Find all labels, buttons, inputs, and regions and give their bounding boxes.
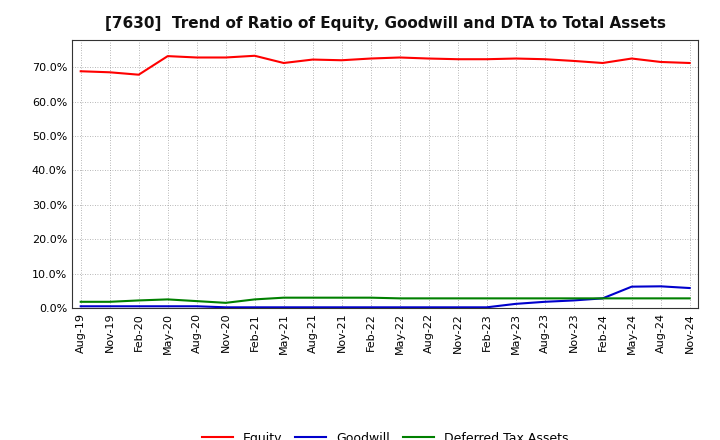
- Goodwill: [685, 286, 694, 291]
- Legend: Equity, Goodwill, Deferred Tax Assets: Equity, Goodwill, Deferred Tax Assets: [197, 427, 573, 440]
- Equity: [541, 57, 549, 62]
- Deferred Tax Assets: [657, 296, 665, 301]
- Equity: [221, 55, 230, 60]
- Deferred Tax Assets: [598, 296, 607, 301]
- Equity: [424, 56, 433, 61]
- Equity: [454, 57, 462, 62]
- Equity: [685, 60, 694, 66]
- Equity: [570, 58, 578, 63]
- Equity: [366, 56, 375, 61]
- Goodwill: [482, 304, 491, 310]
- Equity: [511, 56, 520, 61]
- Goodwill: [308, 304, 317, 310]
- Title: [7630]  Trend of Ratio of Equity, Goodwill and DTA to Total Assets: [7630] Trend of Ratio of Equity, Goodwil…: [104, 16, 666, 32]
- Deferred Tax Assets: [338, 295, 346, 301]
- Line: Goodwill: Goodwill: [81, 286, 690, 307]
- Goodwill: [366, 304, 375, 310]
- Deferred Tax Assets: [192, 298, 201, 304]
- Deferred Tax Assets: [627, 296, 636, 301]
- Goodwill: [163, 304, 172, 309]
- Equity: [76, 69, 85, 74]
- Equity: [135, 72, 143, 77]
- Goodwill: [135, 304, 143, 309]
- Deferred Tax Assets: [395, 296, 404, 301]
- Goodwill: [105, 304, 114, 309]
- Deferred Tax Assets: [482, 296, 491, 301]
- Deferred Tax Assets: [685, 296, 694, 301]
- Line: Deferred Tax Assets: Deferred Tax Assets: [81, 298, 690, 303]
- Deferred Tax Assets: [221, 300, 230, 305]
- Goodwill: [424, 304, 433, 310]
- Equity: [657, 59, 665, 65]
- Deferred Tax Assets: [76, 299, 85, 304]
- Deferred Tax Assets: [163, 297, 172, 302]
- Goodwill: [570, 298, 578, 303]
- Goodwill: [192, 304, 201, 309]
- Goodwill: [598, 296, 607, 301]
- Deferred Tax Assets: [366, 295, 375, 301]
- Equity: [251, 53, 259, 59]
- Deferred Tax Assets: [424, 296, 433, 301]
- Equity: [308, 57, 317, 62]
- Goodwill: [395, 304, 404, 310]
- Equity: [163, 54, 172, 59]
- Deferred Tax Assets: [308, 295, 317, 301]
- Deferred Tax Assets: [570, 296, 578, 301]
- Goodwill: [657, 284, 665, 289]
- Goodwill: [511, 301, 520, 307]
- Equity: [627, 56, 636, 61]
- Deferred Tax Assets: [511, 296, 520, 301]
- Goodwill: [627, 284, 636, 290]
- Equity: [395, 55, 404, 60]
- Goodwill: [454, 304, 462, 310]
- Goodwill: [338, 304, 346, 310]
- Deferred Tax Assets: [541, 296, 549, 301]
- Equity: [482, 57, 491, 62]
- Equity: [598, 60, 607, 66]
- Deferred Tax Assets: [135, 298, 143, 303]
- Deferred Tax Assets: [251, 297, 259, 302]
- Goodwill: [279, 304, 288, 310]
- Deferred Tax Assets: [105, 299, 114, 304]
- Equity: [105, 70, 114, 75]
- Equity: [279, 60, 288, 66]
- Equity: [338, 58, 346, 63]
- Deferred Tax Assets: [454, 296, 462, 301]
- Equity: [192, 55, 201, 60]
- Goodwill: [221, 304, 230, 310]
- Line: Equity: Equity: [81, 56, 690, 75]
- Goodwill: [76, 304, 85, 309]
- Deferred Tax Assets: [279, 295, 288, 301]
- Goodwill: [541, 299, 549, 304]
- Goodwill: [251, 304, 259, 310]
